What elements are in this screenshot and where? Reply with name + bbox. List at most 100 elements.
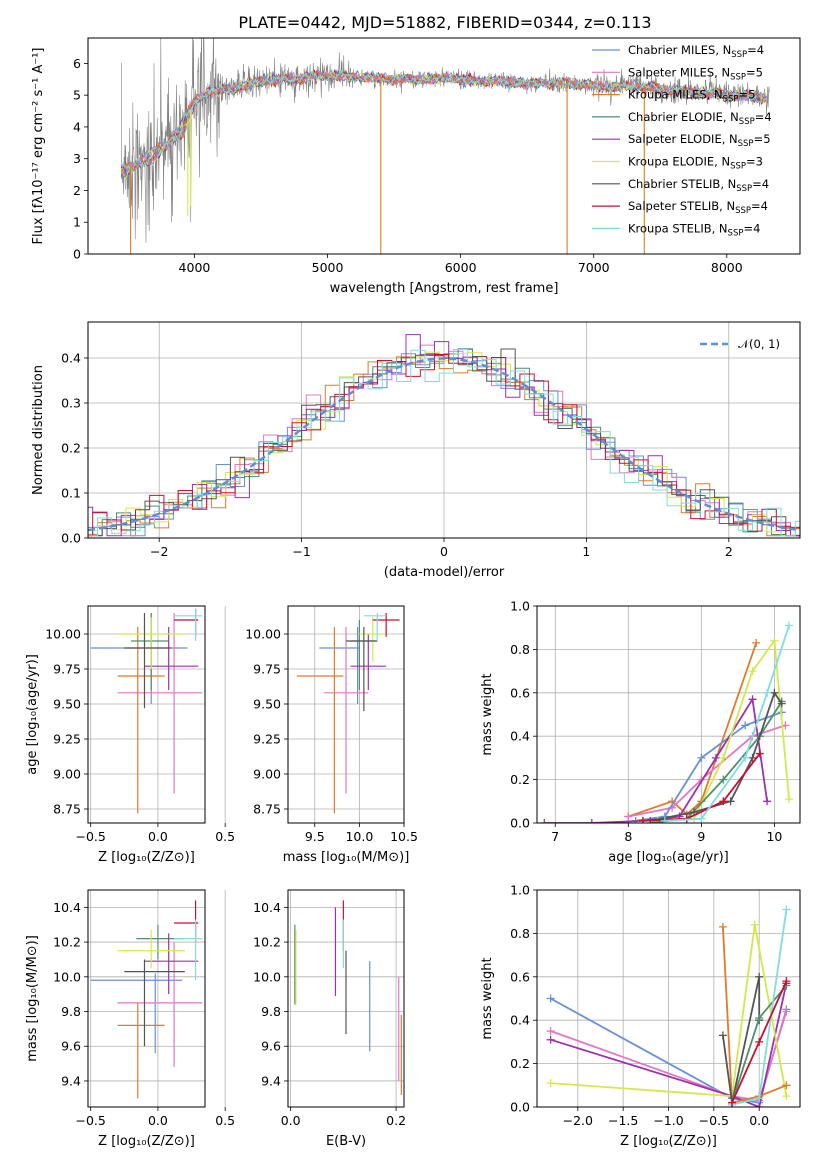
mass-weight-series-line — [664, 625, 790, 822]
y-tick-label: 3 — [73, 151, 81, 166]
mass-weight-point — [752, 638, 761, 647]
mass-weight-point — [748, 695, 757, 704]
mass-weight-point — [763, 688, 772, 697]
y-tick-label: 0.2 — [510, 1056, 530, 1071]
mass-weight-point — [727, 1098, 736, 1107]
x-tick-label: 0.0 — [148, 829, 168, 844]
x-tick-label: 10.0 — [345, 829, 373, 844]
mass-weight-series-line — [550, 924, 788, 1098]
mass-weight-point — [770, 636, 779, 645]
mass-weight-point — [785, 621, 794, 630]
x-tick-label: 6000 — [445, 260, 477, 275]
y-tick-label: 0.2 — [510, 772, 530, 787]
x-axis-label: Z [log₁₀(Z/Z⊙)] — [98, 1134, 195, 1149]
mass-weight-series-line — [722, 926, 787, 1104]
y-tick-label: 9.00 — [53, 767, 81, 782]
y-tick-label: 0.0 — [510, 1100, 530, 1115]
plot-area — [294, 900, 402, 1095]
x-axis-label: mass [log₁₀(M/M⊙)] — [283, 850, 410, 865]
mass-weight-point — [638, 816, 647, 823]
y-tick-label: 9.6 — [261, 1039, 281, 1054]
axes-frame — [287, 889, 405, 1108]
mass-weight-point — [741, 753, 750, 762]
y-tick-label: 0.6 — [510, 685, 530, 700]
mass-weight-series-line — [550, 1011, 788, 1102]
x-tick-label: −0.5 — [699, 1113, 729, 1128]
x-axis-label: E(B-V) — [326, 1134, 366, 1149]
model-spectrum-line — [120, 69, 767, 174]
mass-weight-point — [755, 1094, 764, 1103]
mass-weight-point — [755, 972, 764, 981]
y-tick-label: 10.2 — [253, 935, 281, 950]
mass-weight-series-line — [635, 711, 783, 822]
x-tick-label: −0.5 — [76, 1113, 106, 1128]
mass-weight-point — [546, 1035, 555, 1044]
x-tick-label: 7000 — [578, 260, 610, 275]
legend-entry: Salpeter ELODIE, NSSP=5 — [628, 132, 771, 149]
y-tick-label: 9.4 — [61, 1073, 81, 1088]
x-tick-label: 8000 — [711, 260, 743, 275]
x-tick-label: −2 — [150, 544, 168, 559]
mass-weight-point — [697, 814, 706, 823]
y-tick-label: 1.0 — [510, 599, 530, 614]
model-spectrum-line — [120, 68, 767, 180]
y-tick-label: 8.75 — [253, 802, 281, 817]
y-tick-label: 9.25 — [253, 732, 281, 747]
legend-entry: Chabrier STELIB, NSSP=4 — [628, 177, 769, 194]
x-tick-label: −0.5 — [76, 829, 106, 844]
y-tick-label: 0.3 — [61, 396, 81, 411]
x-tick-label: 0 — [440, 544, 448, 559]
legend-entry: Chabrier MILES, NSSP=4 — [628, 43, 764, 60]
axes-frame — [87, 889, 206, 1108]
x-tick-label: 0.5 — [215, 829, 235, 844]
mass-weight-point — [546, 1027, 555, 1036]
x-tick-label: 4000 — [179, 260, 211, 275]
legend-entry: Salpeter MILES, NSSP=5 — [628, 65, 763, 82]
y-tick-label: 10.4 — [53, 900, 81, 915]
mass-weight-point — [770, 688, 779, 697]
legend-entry: Kroupa ELODIE, NSSP=3 — [628, 155, 763, 172]
y-tick-label: 5 — [73, 88, 81, 103]
y-tick-label: 10.00 — [45, 627, 81, 642]
y-tick-label: 0.0 — [61, 531, 81, 546]
legend-entry: Kroupa MILES, NSSP=5 — [628, 88, 755, 105]
mass-weight-point — [782, 1092, 791, 1101]
mass-weight-point — [697, 753, 706, 762]
x-tick-label: 9 — [697, 829, 705, 844]
y-tick-label: 0.1 — [61, 486, 81, 501]
y-tick-label: 9.75 — [253, 662, 281, 677]
massweight-vs-Z-panel: −2.0 −1.5 −1.0 −0.5 0.0 0.0 0.2 0.4 0.6 0.8 1.0 Z [… — [480, 883, 801, 1149]
y-tick-label: 4 — [73, 119, 81, 134]
axes-frame — [536, 889, 801, 1108]
x-tick-label: 10.5 — [390, 829, 418, 844]
y-axis-label: Flux [fλ10⁻¹⁷ erg cm⁻² s⁻¹ A⁻¹] — [31, 48, 46, 245]
x-axis-label: Z [log₁₀(Z/Z⊙)] — [620, 1134, 717, 1149]
y-tick-label: 8.75 — [53, 802, 81, 817]
plot-area — [120, 38, 770, 254]
mass-weight-point — [755, 1014, 764, 1023]
x-tick-label: 0.0 — [281, 1113, 301, 1128]
y-axis-label: Normed distribution — [31, 365, 46, 495]
residual-histogram-line — [88, 354, 800, 537]
y-tick-label: 9.75 — [53, 662, 81, 677]
legend-entry: Salpeter STELIB, NSSP=4 — [628, 199, 768, 216]
mass-weight-point — [748, 753, 757, 762]
y-axis-label: age [log₁₀(age/yr)] — [25, 654, 40, 775]
x-tick-label: 0.2 — [386, 1113, 406, 1128]
mass-weight-point — [741, 721, 750, 730]
mass-weight-point — [785, 795, 794, 804]
x-tick-label: 0.0 — [749, 1113, 769, 1128]
y-tick-label: 10.00 — [245, 627, 281, 642]
axes-frame — [87, 605, 206, 824]
y-tick-label: 6 — [73, 56, 81, 71]
mass-vs-ebv-panel: 0.0 0.2 9.4 9.6 9.8 10.0 10.2 10.4 E(B-V) — [253, 889, 406, 1149]
y-axis-label: mass weight — [480, 673, 495, 755]
y-tick-label: 9.50 — [53, 697, 81, 712]
x-tick-label: 8 — [624, 829, 632, 844]
x-tick-label: 9.5 — [305, 829, 325, 844]
mass-weight-point — [755, 749, 764, 758]
massweight-vs-age-panel: 7 8 9 10 0.0 0.2 0.4 0.6 0.8 1.0 age [log₁₀(age/yr… — [480, 599, 801, 865]
mass-weight-point — [763, 797, 772, 806]
mass-weight-point — [540, 819, 549, 823]
y-tick-label: 0.8 — [510, 642, 530, 657]
